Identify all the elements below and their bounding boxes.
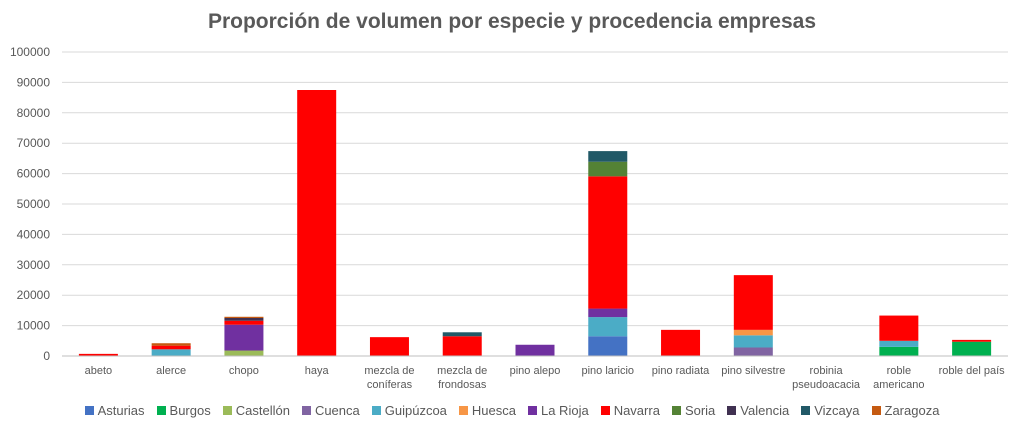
bar-segment — [588, 317, 628, 337]
x-tick-label: pseudoacacia — [792, 379, 861, 391]
y-tick-label: 50000 — [17, 197, 51, 211]
bar-segment — [661, 329, 701, 356]
legend-entry: La Rioja — [527, 402, 589, 418]
bar-segment — [224, 318, 264, 321]
legend-entry: Valencia — [727, 403, 789, 418]
x-tick-label: pino radiata — [652, 365, 710, 377]
x-tick-label: robinia — [810, 365, 844, 377]
bar-segment — [369, 337, 409, 356]
bar-segment — [224, 350, 264, 356]
legend-swatch — [371, 405, 381, 415]
bar-segment — [588, 151, 628, 162]
bar-segment — [151, 349, 191, 356]
bar-segment — [515, 344, 555, 356]
bar-segment — [588, 161, 628, 177]
y-tick-label: 90000 — [17, 75, 51, 89]
legend-entry: Vizcaya — [801, 402, 860, 418]
bar-segment — [879, 346, 919, 356]
x-tick-label: americano — [873, 379, 924, 391]
bar-segment — [588, 308, 628, 318]
bar-segment — [151, 343, 191, 346]
bar-segment — [952, 339, 992, 342]
legend-entry: Burgos — [156, 402, 211, 418]
bar-segment — [224, 316, 264, 318]
legend-label: Zaragoza — [884, 402, 940, 418]
bar-segment — [442, 332, 482, 337]
legend-label: Soria — [684, 402, 716, 418]
legend-label: Navarra — [613, 402, 660, 418]
legend-entry: Huesca — [458, 402, 516, 418]
x-tick-label: mezcla de — [364, 365, 414, 377]
x-tick-label: roble — [887, 365, 911, 377]
legend-swatch — [527, 405, 537, 415]
x-tick-label: coníferas — [367, 379, 413, 391]
y-tick-label: 20000 — [17, 288, 51, 302]
legend-swatch — [156, 405, 166, 415]
chart-title: Proporción de volumen por especie y proc… — [207, 10, 817, 33]
legend-label: La Rioja — [540, 402, 589, 418]
bar-segment — [733, 275, 773, 330]
bar-segment — [952, 341, 992, 356]
bar-segment — [588, 336, 628, 356]
bar-segment — [224, 324, 264, 351]
x-tick-label: roble del país — [939, 365, 1006, 377]
x-tick-label: pino silvestre — [721, 365, 785, 377]
bar-segment — [879, 340, 919, 347]
x-tick-label: alerce — [156, 365, 186, 377]
legend-entry: Guipúzcoa — [371, 402, 447, 418]
bar-segment — [151, 345, 191, 350]
bar-segment — [733, 329, 773, 336]
bar-segment — [224, 320, 264, 325]
x-tick-label: mezcla de — [437, 365, 487, 377]
legend-label: Cuenca — [314, 402, 360, 418]
bar-segment — [733, 347, 773, 356]
legend-swatch — [84, 405, 94, 415]
legend-swatch — [600, 405, 610, 415]
legend-entry: Zaragoza — [871, 402, 940, 418]
legend-swatch — [801, 405, 811, 415]
legend-swatch — [727, 405, 737, 415]
legend-label: Asturias — [97, 402, 145, 418]
legend-swatch — [458, 405, 468, 415]
x-tick-label: chopo — [229, 365, 259, 377]
y-tick-label: 80000 — [17, 106, 51, 120]
legend-entry: Castellón — [222, 402, 290, 418]
legend-label: Burgos — [169, 402, 211, 418]
y-tick-label: 100000 — [10, 45, 50, 59]
legend-label: Valencia — [740, 402, 790, 418]
y-tick-label: 0 — [43, 349, 50, 363]
bar-segment — [733, 335, 773, 348]
bar-segment — [879, 315, 919, 341]
y-tick-label: 60000 — [17, 167, 51, 181]
legend-swatch — [222, 405, 232, 415]
legend-entry: Soria — [671, 402, 716, 418]
bar-segment — [442, 336, 482, 356]
legend-label: Guipúzcoa — [384, 402, 447, 418]
legend-label: Huesca — [471, 402, 516, 418]
legend-entry: Cuenca — [301, 402, 360, 418]
legend-entry: Asturias — [84, 402, 145, 418]
bar-segment — [297, 90, 337, 356]
chart-legend: Asturias Burgos Castellón Cuenca Guipúzcoa Hu… — [0, 401, 1024, 419]
bar-segment — [588, 176, 628, 309]
x-tick-label: abeto — [85, 365, 113, 377]
x-tick-label: pino laricio — [581, 365, 634, 377]
x-tick-label: pino alepo — [510, 365, 561, 377]
y-tick-label: 70000 — [17, 136, 51, 150]
bar-segment — [78, 353, 118, 356]
x-tick-label: haya — [305, 365, 330, 377]
legend-swatch — [301, 405, 311, 415]
legend-label: Castellón — [235, 402, 290, 418]
legend-swatch — [871, 405, 881, 415]
y-tick-label: 30000 — [17, 258, 51, 272]
legend-swatch — [671, 405, 681, 415]
x-tick-label: frondosas — [438, 379, 487, 391]
y-tick-label: 40000 — [17, 227, 51, 241]
legend-label: Vizcaya — [814, 402, 860, 418]
y-tick-label: 10000 — [17, 319, 51, 333]
legend-entry: Navarra — [600, 402, 660, 418]
